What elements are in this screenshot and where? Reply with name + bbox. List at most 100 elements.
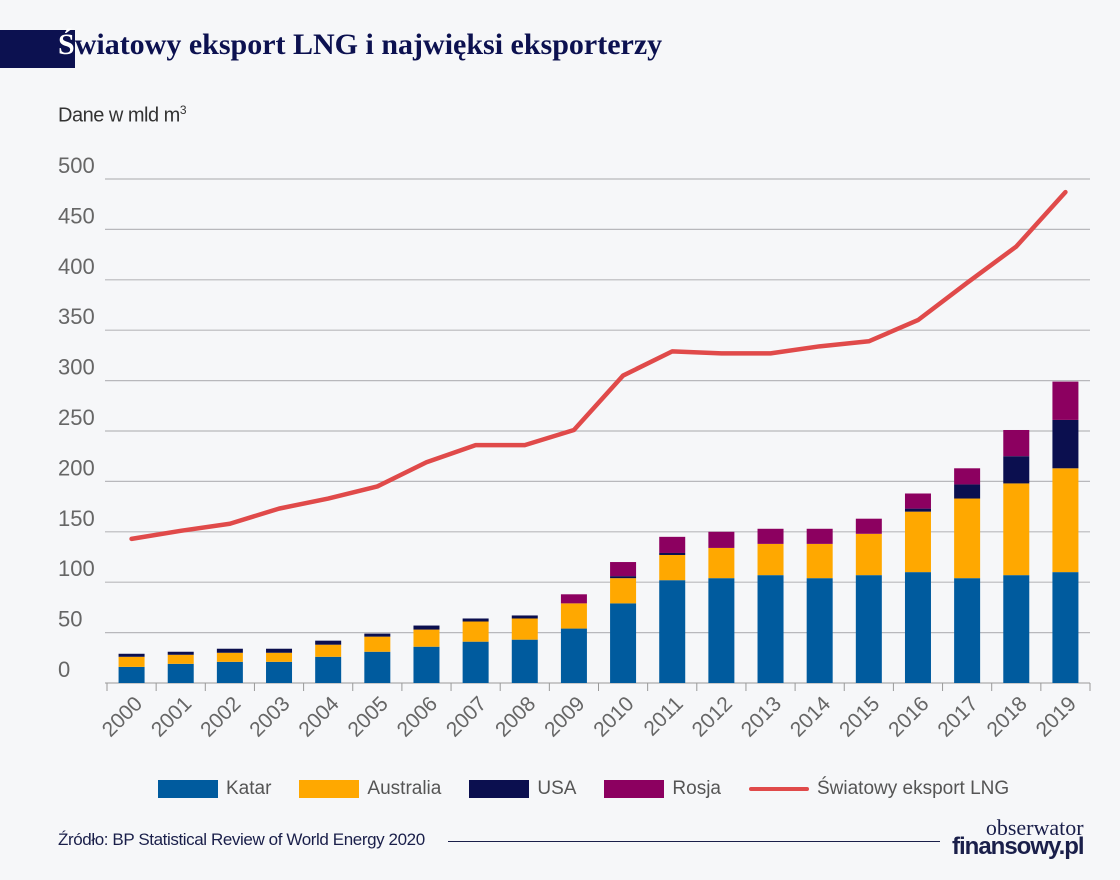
bar-australia xyxy=(1003,483,1030,576)
bar-usa xyxy=(266,648,293,653)
legend-label: Australia xyxy=(367,778,442,799)
bar-katar xyxy=(315,656,342,683)
bar-katar xyxy=(610,603,637,683)
x-tick-label: 2003 xyxy=(245,692,294,741)
bar-usa xyxy=(1003,456,1030,484)
bar-katar xyxy=(855,575,882,683)
x-tick-label: 2016 xyxy=(884,692,933,741)
bar-usa xyxy=(315,640,342,645)
legend-item: Katar xyxy=(158,778,271,800)
y-tick-label: 0 xyxy=(58,657,70,682)
legend-swatch xyxy=(469,780,530,798)
bar-australia xyxy=(757,543,784,576)
legend-item: Rosja xyxy=(604,778,721,800)
unit-superscript: 3 xyxy=(179,103,187,117)
legend-item: USA xyxy=(469,778,576,800)
source-note: Źródło: BP Statistical Review of World E… xyxy=(58,830,425,849)
legend-label: Katar xyxy=(226,778,272,799)
bar-australia xyxy=(315,644,342,657)
chart-title: Światowy eksport LNG i najwięksi eksport… xyxy=(58,28,662,62)
legend-swatch xyxy=(749,787,809,791)
legend-swatch xyxy=(604,780,665,798)
x-tick-label: 2015 xyxy=(835,692,884,741)
x-tick-label: 2007 xyxy=(442,692,491,741)
bar-australia xyxy=(855,533,882,576)
bar-katar xyxy=(659,580,686,683)
legend-label: Światowy eksport LNG xyxy=(817,778,1010,799)
unit-text: Dane w mld m xyxy=(58,104,180,127)
bar-usa xyxy=(659,552,686,555)
bar-australia xyxy=(560,603,587,629)
bar-katar xyxy=(806,578,833,683)
bar-katar xyxy=(216,661,243,683)
title-rest: wiatowy eksport LNG i najwięksi eksporte… xyxy=(74,28,663,61)
bar-australia xyxy=(216,652,243,662)
bar-usa xyxy=(216,648,243,653)
x-tick-label: 2000 xyxy=(98,692,147,741)
bar-rosja xyxy=(855,518,882,534)
legend: Katar Australia USA Rosja Światowy eksport L… xyxy=(158,778,1037,800)
bar-australia xyxy=(954,498,981,579)
legend-label: Rosja xyxy=(672,778,721,799)
y-tick-label: 500 xyxy=(58,153,95,178)
x-tick-label: 2004 xyxy=(294,692,344,742)
x-tick-label: 2011 xyxy=(640,692,688,740)
bar-rosja xyxy=(1052,381,1079,420)
x-tick-label: 2017 xyxy=(933,692,982,741)
x-tick-label: 2010 xyxy=(589,692,638,741)
y-tick-label: 150 xyxy=(58,506,95,531)
title-accent-bar xyxy=(0,30,75,68)
legend-label: USA xyxy=(537,778,577,799)
bar-katar xyxy=(904,572,931,683)
x-tick-label: 2018 xyxy=(983,692,1032,741)
bar-australia xyxy=(708,547,735,579)
x-tick-label: 2013 xyxy=(737,692,786,741)
bar-usa xyxy=(462,618,489,622)
bar-rosja xyxy=(659,536,686,553)
bar-usa xyxy=(511,615,538,619)
bar-usa xyxy=(904,508,931,512)
legend-swatch xyxy=(158,780,218,798)
legend-item: Australia xyxy=(299,778,441,800)
logo-line2: finansowy.pl xyxy=(952,833,1085,860)
bar-rosja xyxy=(904,493,931,509)
x-tick-label: 2009 xyxy=(540,692,589,741)
bar-rosja xyxy=(1003,429,1030,457)
logo-line1: obserwator xyxy=(985,815,1084,840)
bar-katar xyxy=(118,666,145,683)
x-tick-label: 2019 xyxy=(1032,692,1081,741)
x-tick-label: 2006 xyxy=(393,692,442,741)
bar-katar xyxy=(1003,575,1030,683)
footer-divider xyxy=(448,841,940,842)
bar-katar xyxy=(364,651,391,683)
bar-australia xyxy=(806,543,833,579)
bar-rosja xyxy=(757,528,784,544)
x-tick-label: 2008 xyxy=(491,692,540,741)
x-tick-label: 2012 xyxy=(688,692,737,741)
bar-australia xyxy=(413,629,440,647)
bar-katar xyxy=(462,641,489,683)
bar-rosja xyxy=(560,594,587,604)
bar-rosja xyxy=(610,562,637,577)
bar-australia xyxy=(167,654,194,664)
y-tick-label: 50 xyxy=(58,607,82,632)
bar-usa xyxy=(364,633,391,637)
y-tick-label: 450 xyxy=(58,203,95,228)
title-first-letter: Ś xyxy=(58,28,75,61)
bar-australia xyxy=(462,621,489,642)
bar-katar xyxy=(167,663,194,683)
legend-item: Światowy eksport LNG xyxy=(749,778,1009,800)
bar-australia xyxy=(511,618,538,640)
bar-usa xyxy=(954,484,981,499)
bar-katar xyxy=(1052,572,1079,683)
legend-swatch xyxy=(299,780,360,798)
line-total-lng-export xyxy=(129,189,1068,542)
bar-rosja xyxy=(954,468,981,485)
bar-australia xyxy=(659,554,686,581)
bar-usa xyxy=(1052,419,1079,469)
bar-rosja xyxy=(806,528,833,544)
bar-katar xyxy=(413,646,440,683)
bar-usa xyxy=(167,651,194,655)
bar-rosja xyxy=(708,531,735,548)
